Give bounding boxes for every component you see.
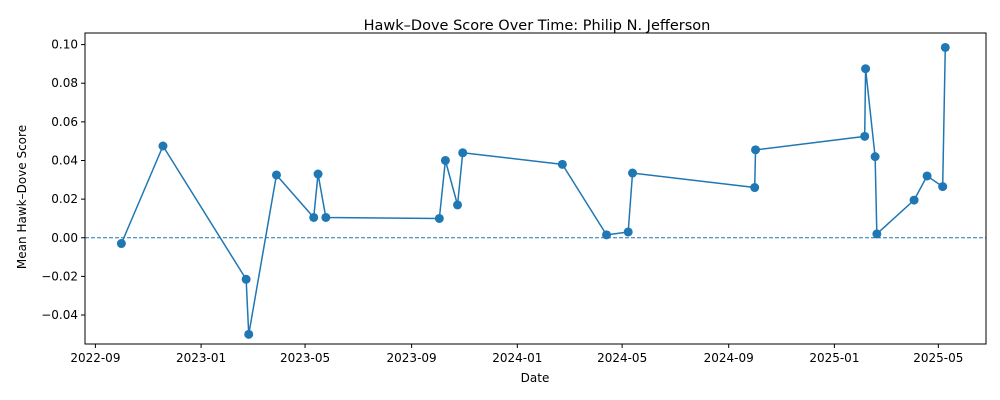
data-point [244, 329, 254, 339]
data-point [628, 168, 638, 178]
data-point [271, 170, 281, 180]
y-tick-label: 0.10 [51, 38, 78, 52]
data-point [940, 42, 950, 52]
axes-frame [84, 32, 987, 345]
data-point [557, 159, 567, 169]
data-point [870, 152, 880, 162]
data-point [440, 155, 450, 165]
plot-area: 2022-09 2023-01 2023-05 2023-09 2024-01 2024-… [41, 32, 987, 365]
chart-title: Hawk–Dove Score Over Time: Philip N. Jef… [364, 18, 711, 34]
data-point [860, 131, 870, 141]
data-point [861, 64, 871, 74]
data-point [922, 171, 932, 181]
data-point [458, 148, 468, 158]
y-axis-label: Mean Hawk–Dove Score [15, 125, 29, 269]
x-tick-label: 2025-01 [809, 351, 859, 365]
x-tick-label: 2023-09 [387, 351, 437, 365]
data-point [434, 213, 444, 223]
y-tick-label: 0.06 [51, 115, 78, 129]
data-point [938, 182, 948, 192]
data-point [453, 200, 463, 210]
data-point [872, 229, 882, 239]
data-point [750, 183, 760, 193]
y-tick-label: 0.00 [51, 231, 78, 245]
x-axis-label: Date [521, 371, 550, 385]
y-tick-label: 0.04 [51, 153, 78, 167]
x-tick-label: 2024-09 [704, 351, 754, 365]
data-point [158, 141, 168, 151]
x-tick-label: 2023-05 [280, 351, 330, 365]
data-point [321, 212, 331, 222]
x-tick-label: 2023-01 [176, 351, 226, 365]
data-point [116, 239, 126, 249]
y-tick-label: 0.08 [51, 76, 78, 90]
data-point [623, 227, 633, 237]
x-tick-label: 2024-01 [492, 351, 542, 365]
x-tick-label: 2024-05 [597, 351, 647, 365]
data-point [241, 274, 251, 284]
y-tick-label: −0.04 [41, 308, 78, 322]
data-point [313, 169, 323, 179]
y-tick-label: −0.02 [41, 269, 78, 283]
x-tick-label: 2022-09 [70, 351, 120, 365]
y-tick-label: 0.02 [51, 192, 78, 206]
data-point [751, 145, 761, 155]
data-point [602, 230, 612, 240]
data-point [309, 212, 319, 222]
x-tick-label: 2025-05 [913, 351, 963, 365]
series-line [120, 47, 947, 336]
data-point [909, 195, 919, 205]
